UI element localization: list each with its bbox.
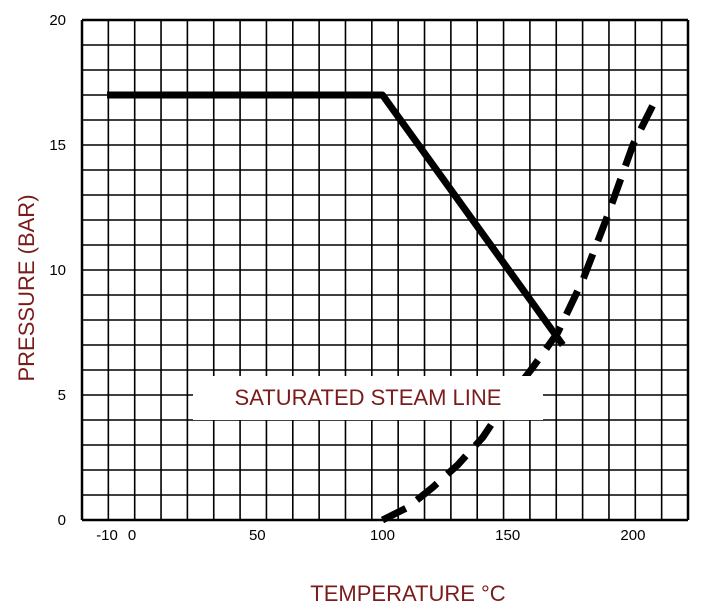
annotation-background	[193, 376, 543, 420]
y-tick-label: 20	[49, 12, 66, 29]
x-tick-label: 150	[495, 527, 520, 544]
saturated-steam-line-label: SATURATED STEAM LINE	[235, 385, 502, 410]
y-tick-label: 5	[58, 387, 66, 404]
x-tick-label: -10	[96, 527, 118, 544]
y-tick-label: 10	[49, 262, 66, 279]
operating-limit-line	[107, 91, 566, 348]
y-tick-label: 15	[49, 137, 66, 154]
x-tick-label: 100	[370, 527, 395, 544]
series-group	[107, 91, 662, 524]
y-axis-title: PRESSURE (BAR)	[14, 194, 39, 381]
saturated-steam-line	[380, 93, 662, 524]
y-tick-label: 0	[58, 512, 66, 529]
tick-labels: -10 0 50 100 150 200 0 5 10 15 20	[49, 12, 645, 544]
annotation-group: SATURATED STEAM LINE	[193, 376, 543, 420]
x-tick-label: 50	[249, 527, 266, 544]
x-tick-label: 0	[128, 527, 136, 544]
x-tick-label: 200	[620, 527, 645, 544]
grid	[80, 18, 690, 522]
x-axis-title: TEMPERATURE °C	[310, 581, 506, 606]
